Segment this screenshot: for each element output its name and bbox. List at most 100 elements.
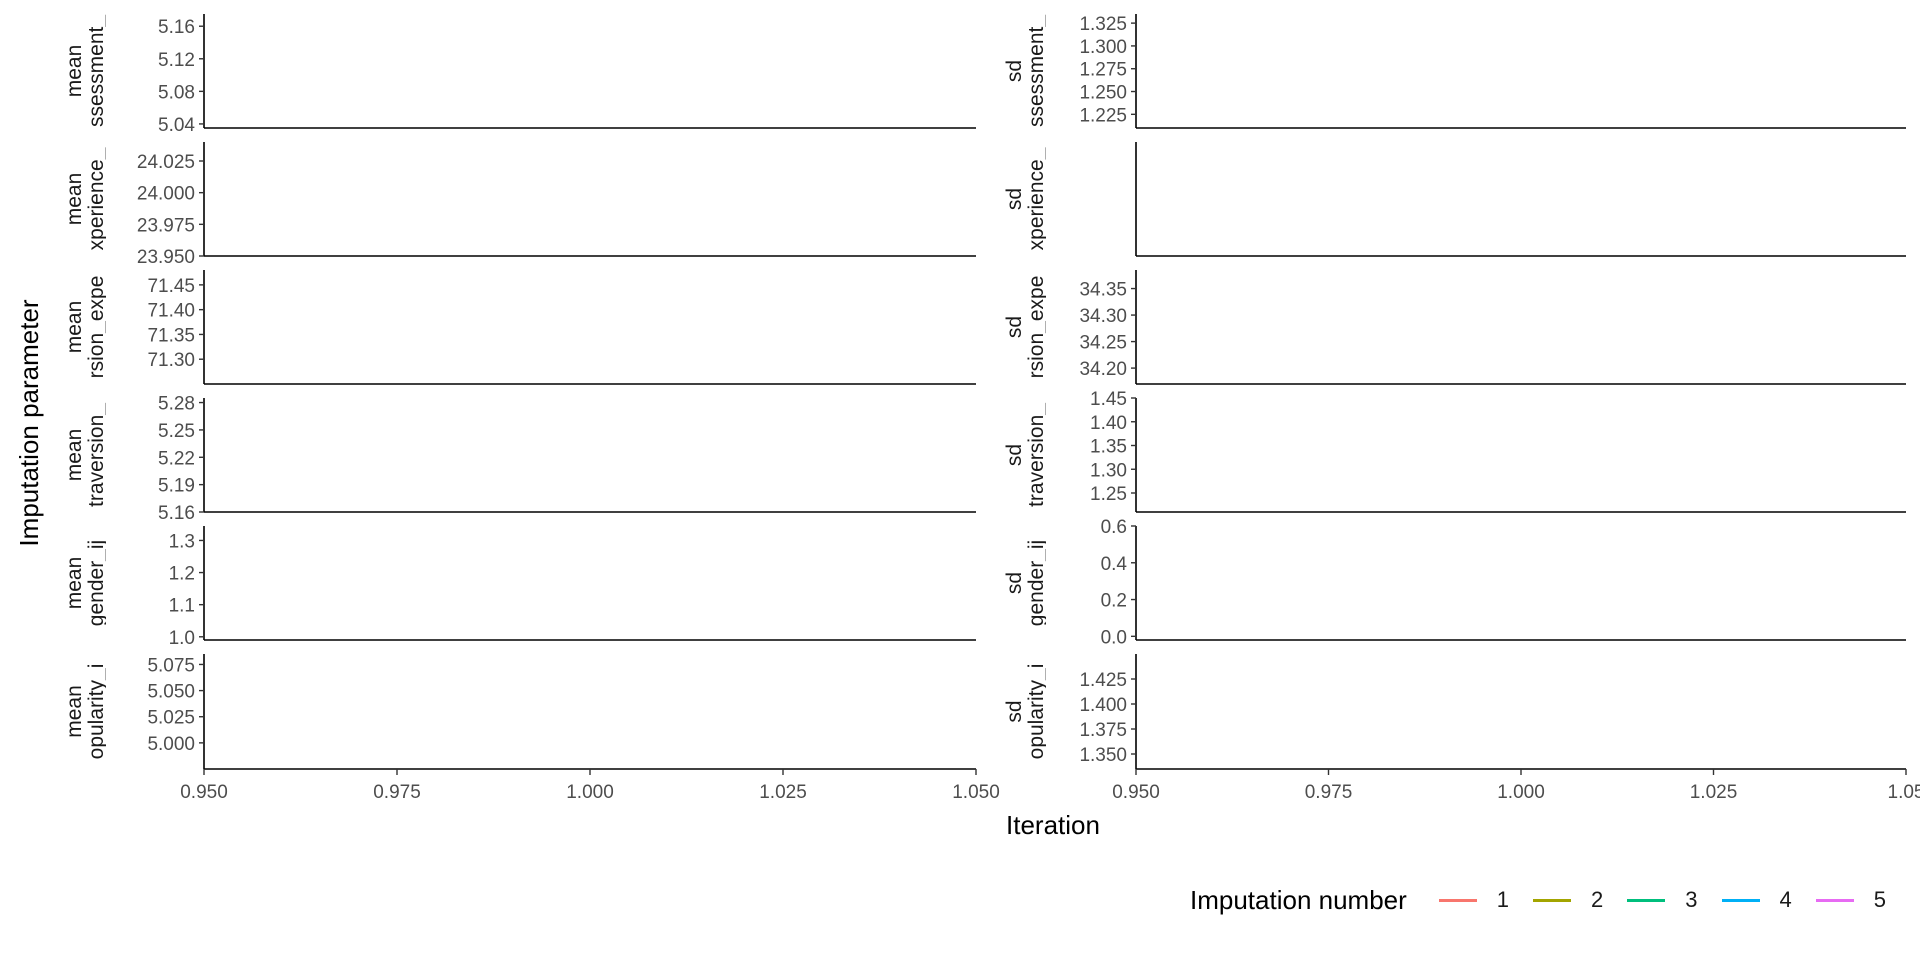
y-tick-label: 1.1 bbox=[169, 596, 195, 617]
facet-stat-label: mean bbox=[63, 557, 86, 610]
facet-panel: sd traversion_ 1.25 1.301.35 1.40 1.45 bbox=[1003, 389, 1906, 513]
x-tick-label: 1.000 bbox=[1497, 782, 1545, 803]
y-tick-label: 5.04 bbox=[158, 115, 195, 136]
y-tick-label: 34.30 bbox=[1079, 306, 1127, 327]
y-tick-label: 5.25 bbox=[158, 421, 195, 442]
y-tick-label: 5.075 bbox=[147, 655, 195, 676]
facet-panel: mean xperience_ 23.950 23.975 24.000 24.025 bbox=[63, 142, 976, 268]
y-tick-label: 5.000 bbox=[147, 734, 195, 755]
legend-item-1: 1 bbox=[1438, 887, 1519, 913]
legend-label-3: 3 bbox=[1685, 887, 1698, 912]
y-tick-label: 5.08 bbox=[158, 82, 195, 103]
y-tick-label: 0.2 bbox=[1101, 591, 1127, 612]
facet-strip-label: mean traversion_ bbox=[63, 403, 108, 507]
facet-strip-label: mean rsion_expe bbox=[63, 276, 108, 379]
legend-swatch-1 bbox=[1438, 898, 1477, 902]
y-tick-label: 24.025 bbox=[137, 152, 195, 173]
facet-strip-label: sd xperience_ bbox=[1003, 147, 1046, 250]
facet-variable-label: ssessment_ bbox=[1025, 15, 1048, 127]
y-tick-label: 1.400 bbox=[1079, 695, 1127, 716]
y-tick-label: 5.22 bbox=[158, 448, 195, 469]
facet-stat-label: sd bbox=[1003, 188, 1026, 210]
facet-panel: sd xperience_ bbox=[1003, 142, 1906, 257]
facet-stat-label: mean bbox=[63, 301, 86, 354]
y-tick-label: 34.25 bbox=[1079, 333, 1127, 354]
facet-stat-label: mean bbox=[63, 173, 86, 226]
y-tick-label: 1.325 bbox=[1079, 14, 1127, 35]
y-tick-label: 1.45 bbox=[1090, 389, 1127, 410]
y-tick-label: 1.350 bbox=[1079, 745, 1127, 766]
x-tick-label: 1.025 bbox=[759, 782, 807, 803]
legend-swatch-5 bbox=[1815, 898, 1854, 902]
facet-panel: mean ssessment_ 5.04 5.08 5.12 5.16 bbox=[63, 14, 976, 136]
x-tick-label: 1.000 bbox=[566, 782, 614, 803]
facet-variable-label: traversion_ bbox=[85, 403, 108, 507]
facet-stat-label: sd bbox=[1003, 572, 1026, 594]
facet-variable-label: gender_ij bbox=[85, 540, 108, 626]
facet-stat-label: sd bbox=[1003, 60, 1026, 82]
facet-panel: mean opularity_i 5.000 5.025 5.050 5.075 0.950… bbox=[63, 654, 1000, 803]
y-tick-label: 1.30 bbox=[1090, 460, 1127, 481]
y-tick-label: 1.300 bbox=[1079, 37, 1127, 58]
y-tick-label: 34.35 bbox=[1079, 280, 1127, 301]
legend-label-5: 5 bbox=[1873, 887, 1887, 912]
y-tick-label: 1.40 bbox=[1090, 413, 1127, 434]
x-tick-label: 1.05 bbox=[1888, 782, 1920, 803]
x-tick-label: 1.025 bbox=[1690, 782, 1738, 803]
y-tick-label: 24.000 bbox=[137, 184, 195, 205]
facet-strip-label: sd ssessment_ bbox=[1003, 15, 1048, 127]
y-tick-label: 0.6 bbox=[1101, 517, 1127, 538]
y-tick-label: 1.250 bbox=[1079, 83, 1127, 104]
legend: Imputation number 1 2 3 4 5 bbox=[1190, 880, 1896, 920]
facet-variable-label: rsion_expe bbox=[1025, 276, 1048, 379]
facet-variable-label: opularity_i bbox=[1025, 664, 1048, 760]
facet-stat-label: mean bbox=[63, 45, 86, 98]
y-tick-label: 71.35 bbox=[147, 325, 195, 346]
y-tick-label: 0.0 bbox=[1101, 627, 1127, 648]
x-tick-label: 0.975 bbox=[1305, 782, 1353, 803]
facet-strip-label: mean opularity_i bbox=[63, 664, 106, 760]
y-tick-label: 5.16 bbox=[158, 503, 195, 524]
facet-variable-label: rsion_expe bbox=[85, 276, 108, 379]
facet-strip-label: sd opularity_i bbox=[1003, 664, 1048, 760]
x-tick-label: 0.950 bbox=[1112, 782, 1160, 803]
y-tick-label: 23.950 bbox=[137, 247, 195, 268]
facet-strip-label: mean gender_ij bbox=[63, 540, 108, 626]
y-tick-label: 1.375 bbox=[1079, 720, 1127, 741]
y-tick-label: 71.45 bbox=[147, 276, 195, 297]
facet-strip-label: sd traversion_ bbox=[1003, 403, 1048, 507]
legend-title: Imputation number bbox=[1190, 884, 1407, 915]
legend-label-4: 4 bbox=[1779, 887, 1792, 912]
legend-item-4: 4 bbox=[1721, 887, 1802, 913]
facet-stat-label: sd bbox=[1003, 316, 1026, 338]
legend-item-5: 5 bbox=[1815, 887, 1896, 913]
y-tick-label: 1.35 bbox=[1090, 437, 1127, 458]
y-tick-label: 5.19 bbox=[158, 476, 195, 497]
y-tick-label: 1.225 bbox=[1079, 105, 1127, 126]
y-tick-label: 71.30 bbox=[147, 350, 195, 371]
y-tick-label: 34.20 bbox=[1079, 359, 1127, 380]
y-tick-label: 1.25 bbox=[1090, 484, 1127, 505]
facet-stat-label: sd bbox=[1003, 700, 1026, 722]
facet-strip-label: mean ssessment_ bbox=[63, 15, 108, 127]
facet-stat-label: mean bbox=[63, 429, 86, 482]
facet-variable-label: traversion_ bbox=[1025, 403, 1048, 507]
y-tick-label: 1.425 bbox=[1079, 670, 1127, 691]
facet-strip-label: mean xperience_ bbox=[63, 147, 106, 250]
legend-swatch-2 bbox=[1533, 898, 1572, 902]
legend-swatch-3 bbox=[1627, 898, 1666, 902]
y-tick-label: 5.16 bbox=[158, 17, 195, 38]
y-tick-label: 23.975 bbox=[137, 215, 195, 236]
facet-stat-label: mean bbox=[63, 685, 86, 738]
facet-panel: mean traversion_ 5.16 5.19 5.22 5.25 5.28 bbox=[63, 394, 976, 524]
x-axis-title: Iteration bbox=[1006, 810, 1100, 840]
facet-panel: sd rsion_expe 34.20 34.25 34.30 34.35 bbox=[1003, 270, 1906, 385]
facet-variable-label: gender_ij bbox=[1025, 540, 1048, 626]
legend-item-2: 2 bbox=[1533, 887, 1613, 913]
y-tick-label: 5.28 bbox=[158, 394, 195, 415]
facet-variable-label: ssessment_ bbox=[85, 15, 108, 127]
facet-panel: sd opularity_i 1.350 1.375 1.400 1.425 0.950 0.… bbox=[1003, 654, 1920, 803]
legend-label-1: 1 bbox=[1496, 887, 1510, 912]
y-tick-label: 1.2 bbox=[169, 564, 195, 585]
